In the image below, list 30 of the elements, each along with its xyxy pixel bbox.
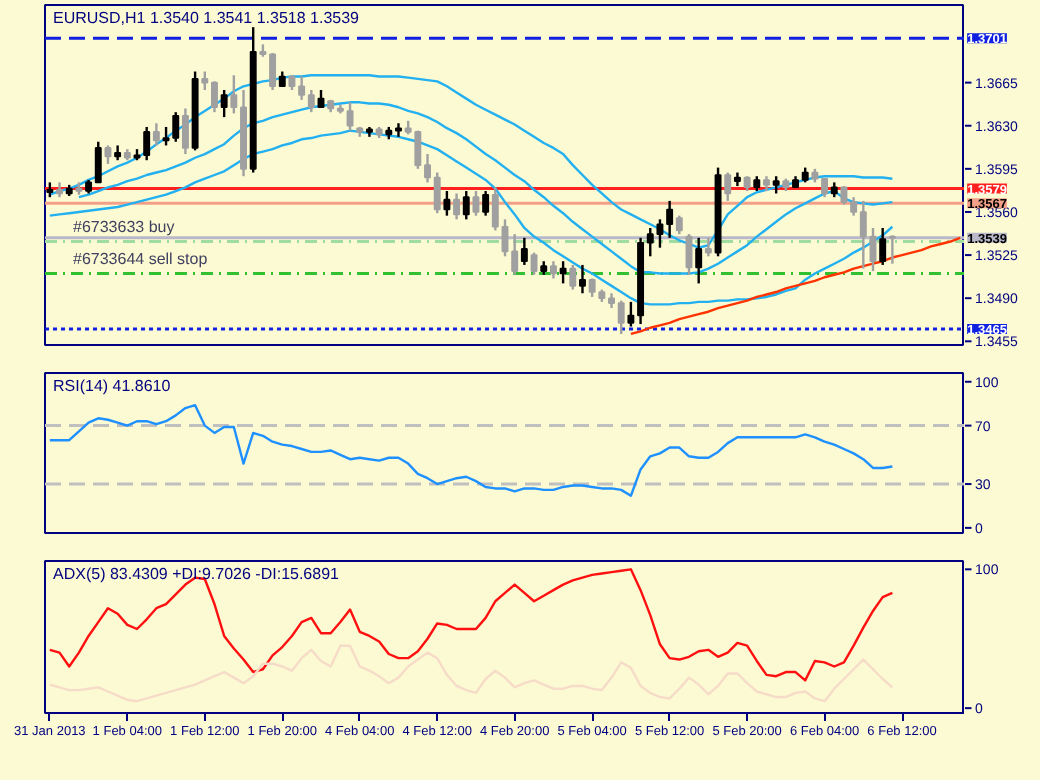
candlestick [462, 189, 470, 221]
candlestick [181, 107, 189, 156]
line-series [48, 644, 894, 703]
candlestick [704, 236, 712, 258]
candlestick [579, 263, 586, 295]
line-series [48, 568, 894, 682]
candlestick [443, 189, 451, 217]
candlestick [695, 236, 703, 285]
candlestick [520, 236, 528, 267]
candlestick [152, 122, 160, 147]
ref-line-label: #6733633 buy [73, 217, 175, 236]
ref-line-label: #6733644 sell stop [73, 249, 209, 268]
candlestick [879, 226, 887, 267]
candlestick [472, 189, 480, 217]
line-series [48, 403, 894, 497]
line-series [48, 129, 894, 306]
candlestick [453, 192, 461, 221]
chart-title: ADX(5) 83.4309 +DI:9.7026 -DI:15.6891 [53, 565, 341, 583]
candlestick [675, 214, 683, 236]
candlestick [724, 171, 732, 203]
candlestick [559, 260, 567, 285]
candlestick [530, 251, 538, 276]
candlestick [888, 234, 896, 265]
chart-title: RSI(14) 41.8610 [53, 377, 172, 395]
candlestick [220, 88, 228, 119]
candlestick [482, 189, 490, 217]
chart-title: EURUSD,H1 1.3540 1.3541 1.3518 1.3539 [53, 9, 361, 27]
candlestick [569, 263, 577, 291]
line-series [629, 236, 962, 336]
candlestick [104, 144, 112, 166]
